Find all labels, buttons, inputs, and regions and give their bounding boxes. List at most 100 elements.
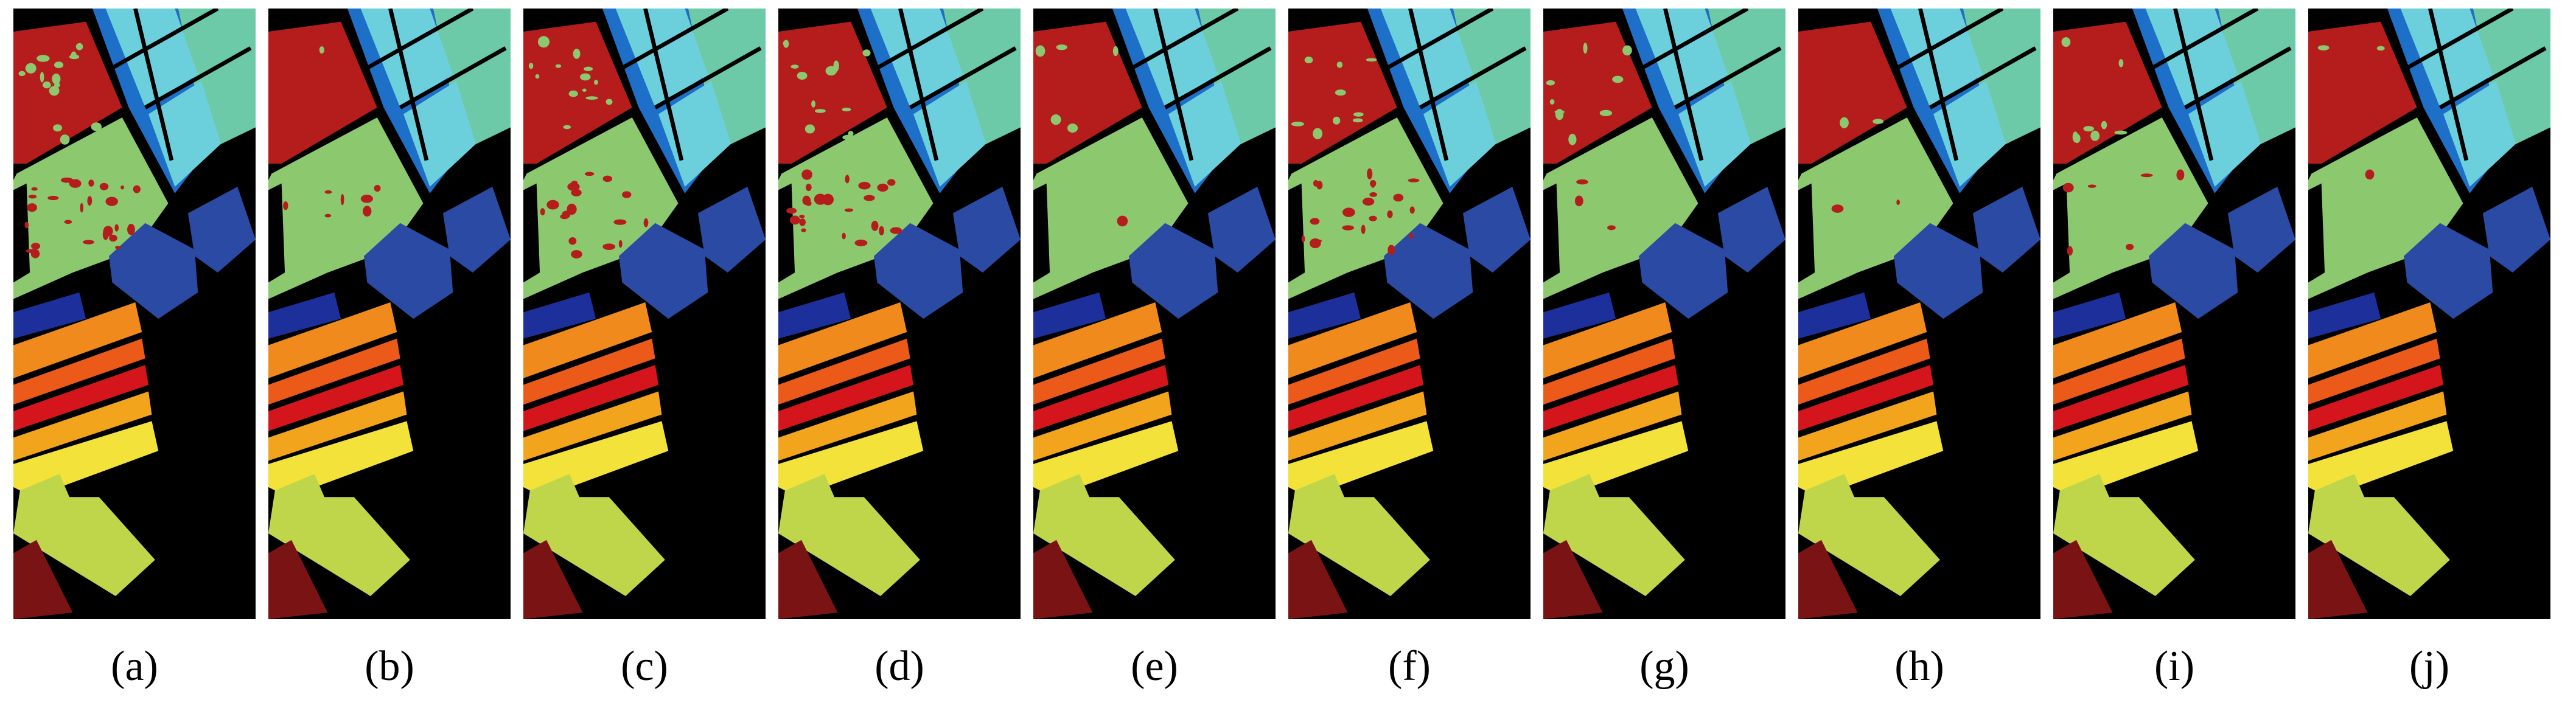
speckle	[1896, 200, 1900, 206]
speckle	[1612, 75, 1624, 83]
panel-label: (i)	[2154, 643, 2194, 690]
map-image	[13, 9, 256, 619]
panel-label: (e)	[1131, 643, 1178, 690]
speckle	[1333, 116, 1341, 125]
speckle	[31, 187, 38, 191]
speckle	[324, 190, 332, 194]
speckle	[822, 193, 834, 206]
speckle	[858, 181, 871, 190]
speckle	[1369, 215, 1377, 221]
classification-map	[268, 9, 511, 619]
classification-map	[523, 9, 766, 619]
speckle	[801, 228, 806, 232]
speckle	[2087, 184, 2096, 188]
speckle	[801, 169, 812, 180]
speckle	[571, 181, 578, 186]
speckle	[528, 63, 534, 69]
speckle	[2073, 134, 2081, 144]
speckle	[1599, 109, 1612, 116]
speckle	[2317, 45, 2330, 50]
speckle	[1353, 112, 1364, 117]
speckle	[563, 125, 571, 130]
map-image	[778, 9, 1021, 619]
speckle	[43, 81, 51, 89]
speckle	[319, 46, 324, 54]
speckle	[1574, 195, 1583, 207]
speckle	[28, 195, 37, 199]
panel-label: (c)	[621, 643, 668, 690]
speckle	[1310, 218, 1320, 225]
speckle	[30, 249, 40, 259]
speckle	[2090, 130, 2100, 141]
speckle	[546, 200, 559, 210]
speckle	[1313, 128, 1323, 140]
map-image	[1288, 9, 1531, 619]
speckle	[2067, 246, 2073, 256]
speckle	[340, 193, 344, 206]
speckle	[606, 99, 613, 105]
speckle	[24, 221, 29, 229]
classification-map	[13, 9, 256, 619]
speckle	[1387, 210, 1393, 218]
speckle	[2062, 182, 2074, 193]
speckle	[783, 40, 789, 48]
speckle	[622, 191, 632, 198]
speckle	[1408, 178, 1420, 182]
speckle	[60, 134, 70, 145]
speckle	[844, 208, 854, 212]
speckle	[91, 122, 102, 131]
speckle	[1622, 45, 1632, 56]
speckle	[114, 224, 119, 232]
speckle	[1555, 108, 1564, 120]
speckle	[540, 208, 545, 216]
speckle	[52, 73, 61, 85]
panel-label: (h)	[1894, 643, 1944, 690]
speckle	[1301, 235, 1305, 243]
speckle	[567, 182, 580, 191]
speckle	[2176, 169, 2185, 181]
speckle	[2083, 126, 2094, 132]
speckle	[2376, 46, 2385, 51]
speckle	[2365, 169, 2375, 180]
speckle	[789, 215, 800, 225]
speckle	[103, 226, 113, 237]
speckle	[602, 243, 616, 250]
speckle	[786, 207, 797, 214]
map-image	[1543, 9, 1785, 619]
speckle	[854, 239, 868, 246]
speckle	[88, 179, 94, 187]
speckle	[862, 49, 871, 57]
speckle	[842, 134, 855, 141]
speckle	[374, 185, 381, 192]
panel-label: (f)	[1388, 643, 1431, 690]
speckle	[585, 96, 598, 100]
speckle	[1336, 61, 1343, 68]
speckle	[1112, 46, 1119, 57]
speckle	[1117, 215, 1128, 227]
speckle	[64, 220, 72, 224]
speckle	[54, 61, 64, 69]
speckle	[799, 218, 806, 226]
classification-map	[1543, 9, 1785, 619]
map-image	[2053, 9, 2295, 619]
speckle	[120, 185, 125, 190]
speckle	[2118, 59, 2124, 68]
speckle	[1342, 207, 1355, 217]
speckle	[879, 226, 884, 236]
speckle	[1361, 224, 1366, 234]
speckle	[806, 200, 812, 206]
speckle	[1362, 197, 1375, 206]
speckle	[805, 124, 815, 134]
classification-map	[1033, 9, 1276, 619]
speckle	[1873, 119, 1884, 124]
speckle	[864, 195, 875, 201]
speckle	[1035, 45, 1045, 57]
speckle	[69, 54, 80, 60]
speckle	[535, 74, 540, 79]
speckle	[877, 183, 888, 192]
classification-map	[2053, 9, 2295, 619]
speckle	[105, 196, 118, 206]
speckle	[127, 224, 135, 235]
speckle	[2126, 243, 2134, 251]
map-image	[1033, 9, 1276, 619]
